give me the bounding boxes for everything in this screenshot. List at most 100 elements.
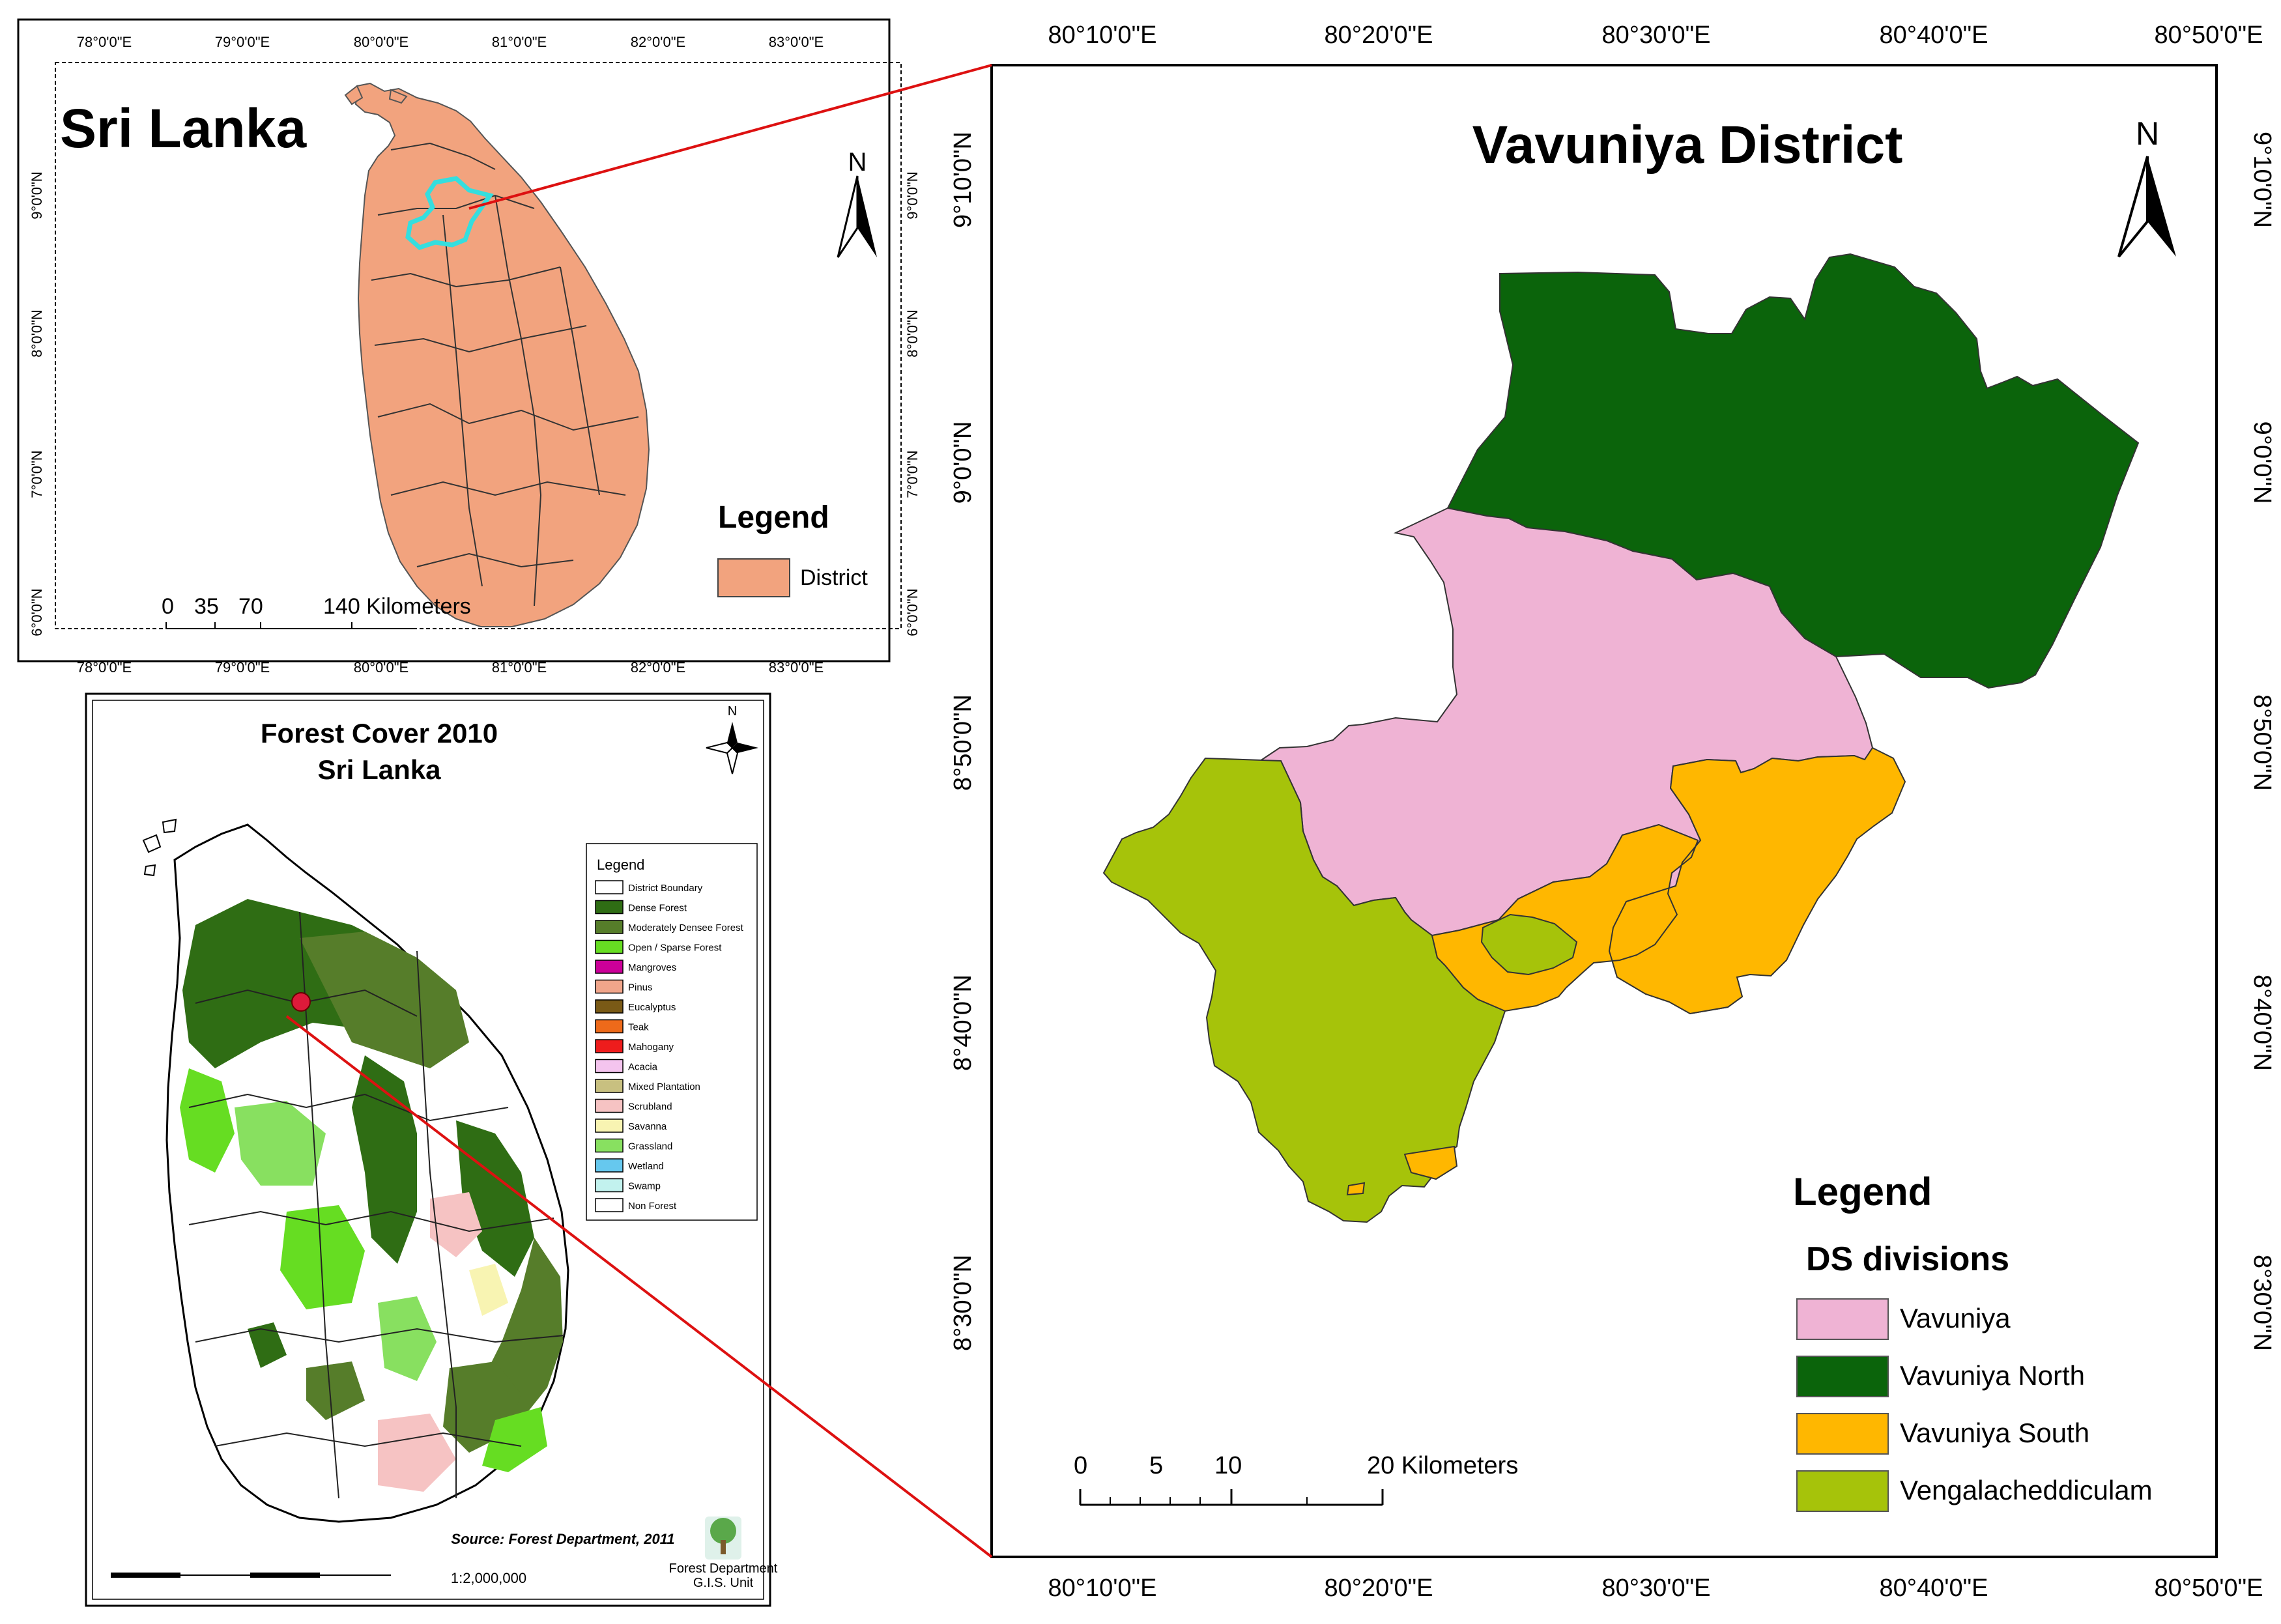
overview-bottom-tick: 82°0'0"E [631, 659, 685, 676]
compass-north-label: N [728, 704, 737, 719]
forest-legend-label: Wetland [628, 1161, 664, 1172]
forest-legend-label: Non Forest [628, 1201, 677, 1212]
district-top-ticks: 80°10'0"E 80°20'0"E 80°30'0"E 80°40'0"E … [1048, 21, 2263, 49]
forest-legend-label: Dense Forest [628, 903, 687, 914]
overview-scale-bar: 0 35 70 140 Kilometers [162, 594, 471, 629]
forest-legend-label: Mixed Plantation [628, 1081, 700, 1092]
district-north-arrow: N [2117, 115, 2176, 258]
overview-legend-title: Legend [718, 500, 829, 535]
district-legend-items: Vavuniya Vavuniya North Vavuniya South Veng… [1796, 1298, 2153, 1512]
overview-bottom-tick: 78°0'0"E [77, 659, 132, 676]
forest-legend-label: Grassland [628, 1141, 672, 1152]
forest-legend-label: Savanna [628, 1121, 667, 1132]
svg-text:8°30'0"N: 8°30'0"N [949, 1255, 977, 1351]
forest-legend-label: Pinus [628, 982, 653, 993]
overview-left-tick: 7°0'0"N [29, 450, 45, 498]
ds-vengalacheddiculam-pocket [1480, 913, 1578, 976]
svg-text:35: 35 [194, 594, 219, 619]
forest-legend-label: Scrubland [628, 1102, 672, 1113]
district-boundaries [371, 142, 639, 606]
district-north-label: N [2136, 115, 2159, 152]
forest-map-source: Source: Forest Department, 2011 [451, 1531, 674, 1547]
forest-legend-swatch [595, 900, 624, 915]
overview-bottom-tick: 81°0'0"E [492, 659, 547, 676]
overview-right-ticks: 9°0'0"N 8°0'0"N 7°0'0"N 6°0'0"N [904, 171, 921, 636]
district-legend-subtitle: DS divisions [1806, 1240, 2009, 1278]
district-legend-swatch [1796, 1298, 1889, 1340]
forest-legend-swatch [595, 1138, 624, 1153]
forest-legend-label: Teak [628, 1022, 649, 1033]
svg-text:8°50'0"N: 8°50'0"N [949, 694, 977, 791]
overview-top-tick: 82°0'0"E [631, 34, 685, 50]
overview-right-tick: 6°0'0"N [904, 588, 921, 636]
connector-lines [285, 64, 993, 1558]
overview-right-tick: 8°0'0"N [904, 309, 921, 357]
svg-text:80°40'0"E: 80°40'0"E [1880, 21, 1988, 49]
svg-text:70: 70 [238, 594, 263, 619]
forest-map-subtitle: Sri Lanka [317, 754, 441, 785]
forest-legend-swatch [595, 960, 624, 974]
overview-map: 78°0'0"E 79°0'0"E 80°0'0"E 81°0'0"E 82°0… [17, 18, 921, 676]
overview-legend-swatch [717, 558, 790, 597]
overview-map-neatline [55, 62, 902, 629]
overview-top-ticks: 78°0'0"E 79°0'0"E 80°0'0"E 81°0'0"E 82°0… [77, 34, 824, 50]
overview-title: Sri Lanka [60, 98, 307, 159]
forest-map-compass: N [706, 704, 758, 775]
forest-legend-swatch [595, 1098, 624, 1113]
forest-legend-label: Moderately Densee Forest [628, 922, 744, 933]
forest-legend-swatch [595, 979, 624, 994]
vavuniya-highlight [405, 176, 494, 250]
district-left-ticks: 9°10'0"N 9°0'0"N 8°50'0"N 8°40'0"N 8°30'… [949, 132, 977, 1351]
north-label: N [848, 148, 867, 177]
svg-text:0: 0 [1074, 1452, 1087, 1479]
overview-top-tick: 80°0'0"E [354, 34, 409, 50]
forest-cover-map: Forest Cover 2010 Sri Lanka N [85, 692, 778, 1607]
overview-right-tick: 7°0'0"N [904, 450, 921, 498]
district-map-title: Vavuniya District [1472, 115, 1903, 175]
svg-text:140 Kilometers: 140 Kilometers [323, 594, 471, 619]
overview-top-tick: 78°0'0"E [77, 34, 132, 50]
forest-legend-label: Mahogany [628, 1042, 674, 1053]
svg-text:80°40'0"E: 80°40'0"E [1880, 1574, 1988, 1602]
district-legend-label: Vengalacheddiculam [1900, 1475, 2153, 1505]
svg-text:80°50'0"E: 80°50'0"E [2155, 21, 2263, 49]
svg-text:0: 0 [162, 594, 174, 619]
forest-legend-swatch [595, 1178, 624, 1193]
forest-legend-label: Open / Sparse Forest [628, 943, 722, 954]
forest-legend-title: Legend [597, 857, 644, 873]
district-legend-swatch [1796, 1413, 1889, 1455]
forest-map-scale-text: 1:2,000,000 [451, 1570, 526, 1586]
svg-text:80°20'0"E: 80°20'0"E [1325, 1574, 1433, 1602]
overview-top-tick: 81°0'0"E [492, 34, 547, 50]
overview-left-tick: 6°0'0"N [29, 588, 45, 636]
svg-text:9°10'0"N: 9°10'0"N [2248, 132, 2276, 228]
forest-legend-swatch [595, 999, 624, 1014]
svg-text:5: 5 [1149, 1452, 1163, 1479]
district-map: 80°10'0"E 80°20'0"E 80°30'0"E 80°40'0"E … [949, 21, 2276, 1602]
ds-vavuniya-south-islet [1346, 1182, 1366, 1196]
district-legend-title: Legend [1793, 1170, 1932, 1214]
district-right-ticks: 9°10'0"N 9°0'0"N 8°50'0"N 8°40'0"N 8°30'… [2248, 132, 2276, 1351]
overview-left-tick: 9°0'0"N [29, 171, 45, 219]
svg-text:10: 10 [1214, 1452, 1242, 1479]
svg-text:20 Kilometers: 20 Kilometers [1367, 1452, 1518, 1479]
forest-legend-swatch [595, 1019, 624, 1034]
forest-map-title: Forest Cover 2010 [261, 718, 498, 748]
forest-patches [180, 899, 563, 1492]
district-scale-bar: 0 5 10 20 Kilometers [1074, 1452, 1518, 1506]
svg-text:9°0'0"N: 9°0'0"N [949, 421, 977, 504]
sri-lanka-island [354, 82, 650, 627]
jaffna-peninsula [344, 85, 408, 106]
svg-text:8°40'0"N: 8°40'0"N [949, 975, 977, 1071]
ds-vavuniya-south-patch [1403, 1145, 1458, 1180]
forest-legend-swatch [595, 1118, 624, 1133]
forest-dept-line2: G.I.S. Unit [693, 1576, 754, 1590]
svg-text:8°30'0"N: 8°30'0"N [2248, 1255, 2276, 1351]
forest-legend-swatch [595, 1039, 624, 1053]
svg-text:9°0'0"N: 9°0'0"N [2248, 421, 2276, 504]
svg-text:80°30'0"E: 80°30'0"E [1602, 1574, 1711, 1602]
svg-text:8°50'0"N: 8°50'0"N [2248, 694, 2276, 791]
forest-legend-label: Mangroves [628, 962, 676, 973]
forest-legend-label: Acacia [628, 1062, 658, 1073]
overview-legend-label: District [800, 565, 868, 590]
